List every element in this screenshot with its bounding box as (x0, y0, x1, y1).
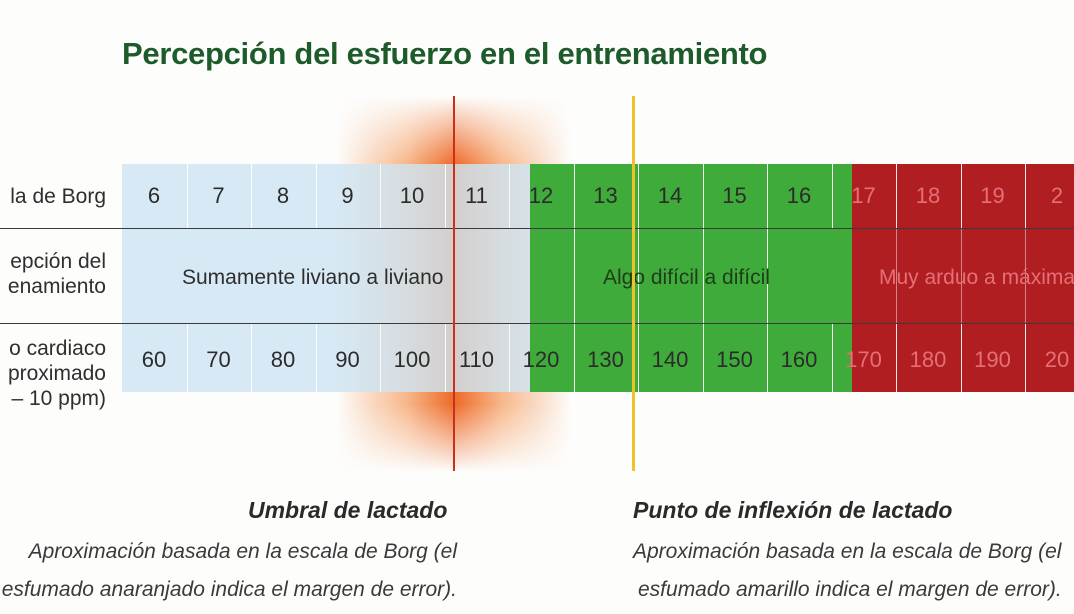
column-separator (831, 323, 833, 392)
column-separator (896, 164, 897, 228)
column-separator (315, 164, 317, 228)
borg-value-cell: 15 (722, 183, 747, 208)
heart-rate-value-cell: 190 (974, 347, 1011, 372)
row-label-hr-3: – 10 ppm) (11, 387, 106, 410)
heart-rate-value-cell: 80 (270, 347, 296, 372)
zone-hard-background (852, 164, 1074, 392)
zone-light-background (122, 164, 530, 392)
column-separator (960, 228, 962, 323)
heart-rate-value-cell: 20 (1044, 347, 1070, 372)
column-separator (315, 323, 317, 392)
column-separator (444, 164, 446, 228)
page-title: Percepción del esfuerzo en el entrenamie… (122, 36, 768, 71)
column-separator (702, 323, 704, 392)
row-divider-2 (0, 323, 1074, 324)
column-separator (251, 323, 252, 392)
heart-rate-value-cell: 90 (335, 347, 360, 372)
borg-value-cell: 12 (528, 183, 554, 208)
column-separator (960, 164, 962, 228)
borg-value-cell: 8 (276, 183, 290, 208)
column-separator (831, 164, 833, 228)
borg-value-cell: 7 (212, 183, 225, 208)
zone-label-moderate: Algo difícil a difícil (603, 266, 770, 289)
column-separator (380, 164, 381, 228)
heart-rate-value-cell: 180 (909, 347, 947, 372)
lactate-threshold-text-1: Aproximación basada en la escala de Borg… (28, 540, 457, 563)
column-separator (960, 323, 962, 392)
column-separator (444, 323, 446, 392)
row-label-perception-1: epción del (10, 250, 106, 273)
row-label-hr-2: proximado (7, 362, 106, 385)
column-separator (638, 323, 639, 392)
column-separator (509, 164, 510, 228)
borg-value-cell: 14 (657, 183, 683, 208)
inflection-point-text-2: esfumado amarillo indica el margen de er… (638, 578, 1062, 601)
column-separator (186, 164, 188, 228)
zone-moderate-background (530, 164, 852, 392)
column-separator (251, 164, 252, 228)
column-separator (573, 228, 575, 323)
heart-rate-value-cell: 60 (141, 347, 167, 372)
row-divider-1 (0, 228, 1074, 229)
borg-value-cell: 10 (399, 183, 425, 208)
zone-label-hard: Muy arduo a máxima (879, 266, 1074, 289)
column-separator (767, 228, 768, 323)
column-separator (767, 164, 768, 228)
heart-rate-value-cell: 70 (206, 347, 231, 372)
borg-value-cell: 6 (147, 183, 161, 208)
column-separator (896, 228, 897, 323)
inflection-point-text-1: Aproximación basada en la escala de Borg… (633, 540, 1062, 563)
heart-rate-value-cell: 160 (780, 347, 818, 372)
inflection-point-title: Punto de inflexión de lactado (633, 497, 953, 523)
borg-value-cell: 19 (980, 183, 1005, 208)
column-separator (573, 323, 575, 392)
lactate-threshold-text-2: esfumado anaranjado indica el margen de … (1, 578, 457, 601)
lactate-inflection-line (632, 96, 635, 471)
column-separator (638, 164, 639, 228)
heart-rate-value-cell: 110 (458, 347, 495, 372)
column-separator (702, 228, 704, 323)
column-separator (896, 323, 897, 392)
column-separator (702, 164, 704, 228)
borg-value-cell: 9 (341, 183, 354, 208)
column-separator (1025, 323, 1026, 392)
column-separator (767, 323, 768, 392)
row-label-hr-1: o cardiaco (9, 337, 106, 360)
column-separator (573, 164, 575, 228)
row-label-perception-2: enamiento (7, 275, 106, 298)
column-separator (186, 323, 188, 392)
column-separator (1025, 228, 1026, 323)
column-separator (1025, 164, 1026, 228)
heart-rate-value-cell: 150 (716, 347, 753, 372)
heart-rate-value-cell: 140 (651, 347, 689, 372)
lactate-threshold-title: Umbral de lactado (248, 497, 448, 523)
borg-value-cell: 17 (851, 183, 876, 208)
borg-value-cell: 18 (915, 183, 941, 208)
heart-rate-value-cell: 100 (393, 347, 431, 372)
heart-rate-value-cell: 170 (845, 347, 882, 372)
row-label-borg: la de Borg (10, 185, 106, 208)
column-separator (638, 228, 639, 323)
lactate-threshold-line (453, 96, 455, 471)
borg-value-cell: 13 (593, 183, 618, 208)
effort-table: la de Borg epción del enamiento o cardia… (0, 164, 1074, 410)
column-separator (380, 323, 381, 392)
zone-label-light: Sumamente liviano a liviano (182, 266, 444, 289)
borg-value-cell: 16 (786, 183, 812, 208)
borg-value-cell: 2 (1050, 183, 1064, 208)
heart-rate-value-cell: 130 (587, 347, 624, 372)
column-separator (509, 323, 510, 392)
borg-value-cell: 11 (465, 183, 488, 208)
heart-rate-value-cell: 120 (522, 347, 560, 372)
